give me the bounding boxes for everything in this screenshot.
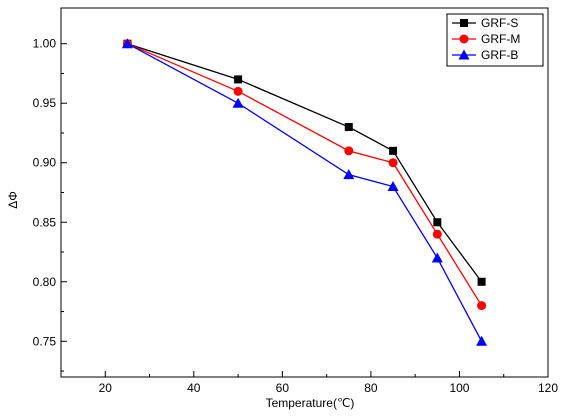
data-point (388, 158, 398, 168)
x-axis: 20 40 60 80 100 120 (60, 371, 558, 395)
y-tick-label: 0.95 (33, 96, 57, 110)
x-tick-label: 40 (187, 381, 201, 395)
series-grf-m (122, 39, 487, 311)
y-tick-label: 0.85 (33, 215, 57, 229)
series-line (127, 43, 483, 306)
x-tick-label: 20 (99, 381, 113, 395)
x-tick-label: 100 (449, 381, 469, 395)
legend-marker (459, 34, 469, 44)
y-axis: 0.75 0.80 0.85 0.90 0.95 1.00 (33, 37, 67, 372)
data-point (477, 301, 487, 311)
y-tick-label: 0.75 (33, 334, 57, 348)
x-tick-label: 80 (364, 381, 378, 395)
data-point (387, 181, 399, 192)
data-point (432, 229, 442, 239)
series-line (127, 43, 483, 342)
data-point (234, 75, 243, 84)
data-point (431, 252, 443, 263)
x-tick-label: 60 (276, 381, 290, 395)
data-point (233, 86, 243, 96)
y-tick-label: 1.00 (33, 37, 57, 51)
legend-marker (458, 49, 470, 60)
data-point (232, 97, 244, 108)
y-axis-title: ΔΦ (6, 191, 20, 209)
data-point (343, 169, 355, 180)
legend-marker (460, 19, 468, 27)
series-grf-b (121, 38, 488, 346)
y-tick-label: 0.80 (33, 275, 57, 289)
data-point (344, 146, 354, 156)
data-point (477, 277, 486, 286)
data-point (121, 38, 133, 49)
series-layer (121, 38, 488, 346)
x-axis-title: Temperature(℃) (266, 396, 355, 410)
data-point (344, 123, 353, 132)
x-tick-label: 120 (538, 381, 558, 395)
data-point (476, 335, 488, 346)
legend-label: GRF-S (481, 16, 518, 30)
data-point (433, 218, 442, 227)
series-line (127, 43, 483, 283)
legend: GRF-S GRF-M GRF-B (446, 13, 544, 67)
y-tick-label: 0.90 (33, 156, 57, 170)
legend-label: GRF-B (481, 48, 518, 62)
data-point (389, 146, 398, 155)
legend-label: GRF-M (481, 32, 520, 46)
